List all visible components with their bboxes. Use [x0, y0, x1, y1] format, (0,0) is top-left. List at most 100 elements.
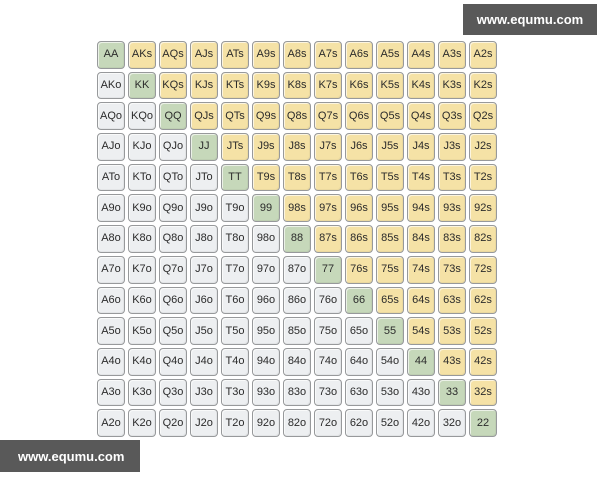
hand-cell-A5o[interactable]: A5o [97, 317, 125, 345]
hand-cell-QJo[interactable]: QJo [159, 133, 187, 161]
hand-cell-T4o[interactable]: T4o [221, 347, 249, 376]
hand-cell-A7o[interactable]: A7o [97, 255, 125, 284]
hand-cell-85o[interactable]: 85o [283, 317, 311, 345]
hand-cell-73o[interactable]: 73o [314, 378, 342, 407]
hand-cell-J4s[interactable]: J4s [407, 133, 435, 161]
hand-cell-96s[interactable]: 96s [345, 194, 373, 223]
hand-cell-ATo[interactable]: ATo [97, 163, 125, 192]
hand-cell-A9s[interactable]: A9s [252, 41, 280, 69]
hand-cell-83s[interactable]: 83s [438, 225, 466, 253]
hand-cell-K8o[interactable]: K8o [128, 225, 156, 253]
hand-cell-93s[interactable]: 93s [438, 194, 466, 223]
hand-cell-T8s[interactable]: T8s [283, 163, 311, 192]
hand-cell-AJs[interactable]: AJs [190, 41, 218, 69]
hand-cell-42s[interactable]: 42s [469, 347, 497, 376]
hand-cell-J7s[interactable]: J7s [314, 133, 342, 161]
hand-cell-84o[interactable]: 84o [283, 347, 311, 376]
hand-cell-T2s[interactable]: T2s [469, 163, 497, 192]
hand-cell-QTo[interactable]: QTo [159, 163, 187, 192]
hand-cell-T5o[interactable]: T5o [221, 317, 249, 345]
hand-cell-65o[interactable]: 65o [345, 317, 373, 345]
hand-cell-Q9o[interactable]: Q9o [159, 194, 187, 223]
hand-cell-99[interactable]: 99 [252, 194, 280, 223]
hand-cell-J2s[interactable]: J2s [469, 133, 497, 161]
hand-cell-ATs[interactable]: ATs [221, 41, 249, 69]
hand-cell-AKs[interactable]: AKs [128, 41, 156, 69]
hand-cell-32s[interactable]: 32s [469, 378, 497, 407]
hand-cell-JJ[interactable]: JJ [190, 133, 218, 161]
hand-cell-Q6o[interactable]: Q6o [159, 286, 187, 315]
hand-cell-63s[interactable]: 63s [438, 286, 466, 315]
hand-cell-K3s[interactable]: K3s [438, 71, 466, 100]
hand-cell-K9s[interactable]: K9s [252, 71, 280, 100]
hand-cell-55[interactable]: 55 [376, 317, 404, 345]
hand-cell-94s[interactable]: 94s [407, 194, 435, 223]
hand-cell-87s[interactable]: 87s [314, 225, 342, 253]
hand-cell-KJo[interactable]: KJo [128, 133, 156, 161]
hand-cell-J3s[interactable]: J3s [438, 133, 466, 161]
hand-cell-A6o[interactable]: A6o [97, 286, 125, 315]
hand-cell-72s[interactable]: 72s [469, 255, 497, 284]
hand-cell-76s[interactable]: 76s [345, 255, 373, 284]
hand-cell-J9s[interactable]: J9s [252, 133, 280, 161]
hand-cell-Q3s[interactable]: Q3s [438, 102, 466, 131]
hand-cell-82o[interactable]: 82o [283, 409, 311, 437]
hand-cell-K4o[interactable]: K4o [128, 347, 156, 376]
hand-cell-Q5o[interactable]: Q5o [159, 317, 187, 345]
hand-cell-JTo[interactable]: JTo [190, 163, 218, 192]
hand-cell-A2o[interactable]: A2o [97, 409, 125, 437]
hand-cell-72o[interactable]: 72o [314, 409, 342, 437]
hand-cell-76o[interactable]: 76o [314, 286, 342, 315]
hand-cell-T2o[interactable]: T2o [221, 409, 249, 437]
hand-cell-QTs[interactable]: QTs [221, 102, 249, 131]
hand-cell-J4o[interactable]: J4o [190, 347, 218, 376]
hand-cell-22[interactable]: 22 [469, 409, 497, 437]
hand-cell-A4s[interactable]: A4s [407, 41, 435, 69]
hand-cell-A3o[interactable]: A3o [97, 378, 125, 407]
hand-cell-K9o[interactable]: K9o [128, 194, 156, 223]
hand-cell-KTo[interactable]: KTo [128, 163, 156, 192]
hand-cell-43s[interactable]: 43s [438, 347, 466, 376]
hand-cell-J7o[interactable]: J7o [190, 255, 218, 284]
hand-cell-Q4o[interactable]: Q4o [159, 347, 187, 376]
hand-cell-83o[interactable]: 83o [283, 378, 311, 407]
hand-cell-65s[interactable]: 65s [376, 286, 404, 315]
hand-cell-75s[interactable]: 75s [376, 255, 404, 284]
hand-cell-T6s[interactable]: T6s [345, 163, 373, 192]
hand-cell-63o[interactable]: 63o [345, 378, 373, 407]
hand-cell-JTs[interactable]: JTs [221, 133, 249, 161]
hand-cell-Q5s[interactable]: Q5s [376, 102, 404, 131]
hand-cell-Q9s[interactable]: Q9s [252, 102, 280, 131]
hand-cell-74o[interactable]: 74o [314, 347, 342, 376]
hand-cell-54s[interactable]: 54s [407, 317, 435, 345]
hand-cell-44[interactable]: 44 [407, 347, 435, 376]
hand-cell-J8o[interactable]: J8o [190, 225, 218, 253]
hand-cell-QQ[interactable]: QQ [159, 102, 187, 131]
hand-cell-K4s[interactable]: K4s [407, 71, 435, 100]
hand-cell-T7s[interactable]: T7s [314, 163, 342, 192]
hand-cell-J2o[interactable]: J2o [190, 409, 218, 437]
hand-cell-77[interactable]: 77 [314, 255, 342, 284]
hand-cell-62o[interactable]: 62o [345, 409, 373, 437]
hand-cell-Q7o[interactable]: Q7o [159, 255, 187, 284]
hand-cell-Q2s[interactable]: Q2s [469, 102, 497, 131]
hand-cell-A5s[interactable]: A5s [376, 41, 404, 69]
hand-cell-AQo[interactable]: AQo [97, 102, 125, 131]
hand-cell-33[interactable]: 33 [438, 378, 466, 407]
hand-cell-75o[interactable]: 75o [314, 317, 342, 345]
hand-cell-J9o[interactable]: J9o [190, 194, 218, 223]
hand-cell-J8s[interactable]: J8s [283, 133, 311, 161]
hand-cell-J6o[interactable]: J6o [190, 286, 218, 315]
hand-cell-A8o[interactable]: A8o [97, 225, 125, 253]
hand-cell-T3o[interactable]: T3o [221, 378, 249, 407]
hand-cell-A3s[interactable]: A3s [438, 41, 466, 69]
hand-cell-K5o[interactable]: K5o [128, 317, 156, 345]
hand-cell-94o[interactable]: 94o [252, 347, 280, 376]
hand-cell-82s[interactable]: 82s [469, 225, 497, 253]
hand-cell-98o[interactable]: 98o [252, 225, 280, 253]
hand-cell-Q2o[interactable]: Q2o [159, 409, 187, 437]
hand-cell-KJs[interactable]: KJs [190, 71, 218, 100]
hand-cell-K6o[interactable]: K6o [128, 286, 156, 315]
hand-cell-87o[interactable]: 87o [283, 255, 311, 284]
hand-cell-86s[interactable]: 86s [345, 225, 373, 253]
